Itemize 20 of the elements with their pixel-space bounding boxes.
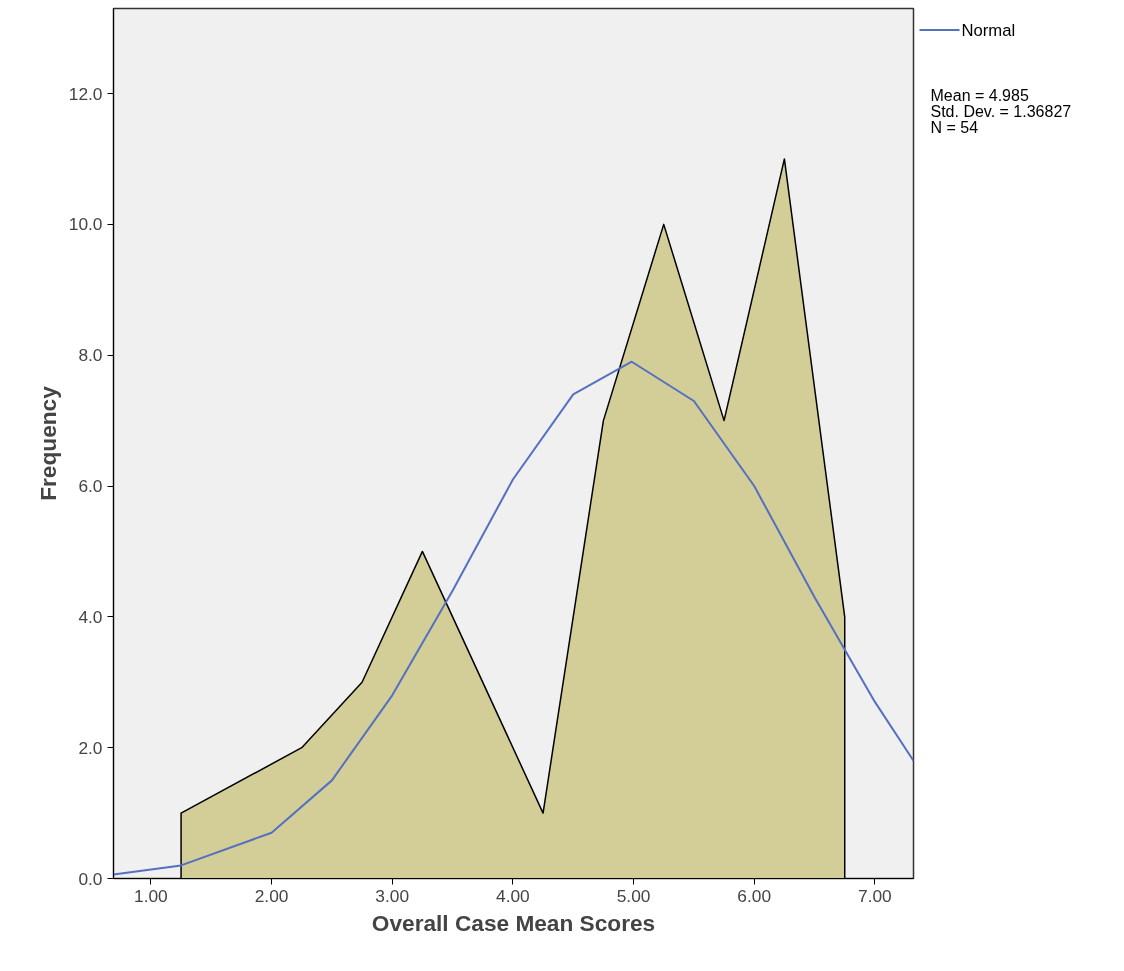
x-axis-title: Overall Case Mean Scores (371, 909, 656, 936)
x-tick-label: 7.00 (858, 885, 892, 906)
x-tick-label: 6.00 (737, 885, 772, 906)
text: Mean = 4.985 (930, 86, 1029, 104)
y-tick-label: 4.0 (78, 606, 103, 627)
x-tick-label: 1.00 (134, 885, 168, 906)
y-tick-label: 6.0 (78, 476, 103, 497)
text: Std. Dev. = 1.36827 (930, 103, 1072, 121)
y-tick-label: 2.0 (78, 737, 103, 758)
x-tick-label: 4.00 (496, 885, 530, 906)
y-tick-label: 8.0 (78, 345, 103, 366)
legend-label: Normal (961, 20, 1016, 40)
x-tick-label: 5.00 (616, 885, 651, 906)
y-tick-label: 0.0 (78, 868, 103, 889)
x-tick-label: 3.00 (375, 885, 410, 906)
y-tick-label: 12.0 (68, 83, 103, 104)
text: N = 54 (930, 119, 979, 137)
y-axis-title: Frequency (34, 385, 61, 501)
x-tick-label: 2.00 (254, 885, 289, 906)
y-tick-label: 10.0 (68, 214, 103, 235)
